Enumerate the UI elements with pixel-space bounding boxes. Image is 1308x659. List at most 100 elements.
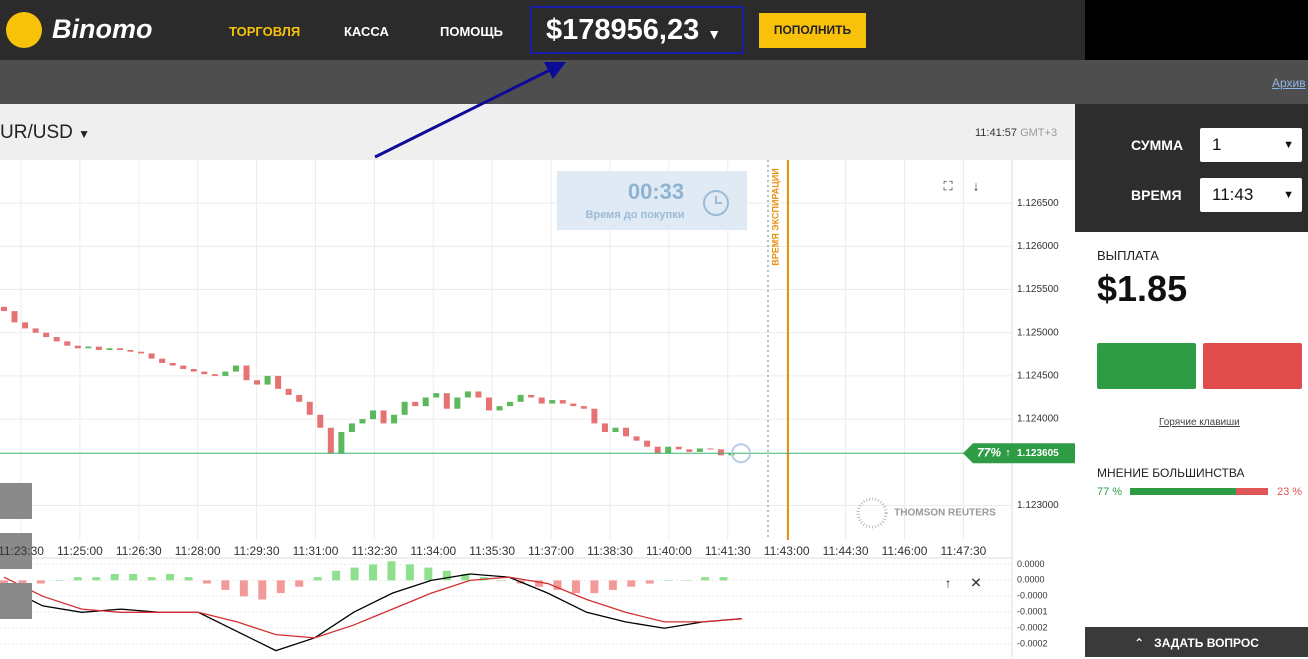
candle (243, 365, 250, 381)
x-tick-label: 11:32:30 (351, 544, 397, 558)
candle (570, 403, 577, 407)
tool-button[interactable] (0, 583, 32, 619)
candle (380, 410, 387, 424)
candle (211, 374, 218, 376)
candle (359, 419, 366, 424)
x-tick-label: 11:37:00 (528, 544, 574, 558)
toolbar (0, 60, 1308, 104)
macd-histogram-bar (719, 577, 728, 581)
majority-down-label: 23 % (1277, 486, 1303, 498)
balance-value: $178956,23 (546, 14, 700, 46)
marks: 77% ↑ 1.123605 (0, 306, 1075, 652)
chart-header (0, 104, 1075, 160)
macd-histogram-bar (239, 580, 248, 597)
candle (11, 311, 18, 323)
clock: 11:41:57 GMT+3 (975, 127, 1057, 139)
candle (64, 341, 71, 346)
macd-histogram-bar (129, 573, 138, 581)
macd-tick-label: 0.0000 (1017, 559, 1045, 569)
macd-histogram-bar (332, 570, 341, 581)
candle (633, 436, 640, 441)
majority-up-label: 77 % (1097, 486, 1123, 498)
x-tick-label: 11:34:00 (410, 544, 456, 558)
dropdown-caret: ▼ (1283, 139, 1294, 151)
macd-histogram-bar (442, 570, 451, 581)
macd-histogram-bar (147, 577, 156, 581)
candle (254, 380, 261, 385)
candle (707, 448, 714, 450)
tool-button[interactable] (0, 533, 32, 569)
candle (580, 406, 587, 409)
candle (106, 348, 113, 350)
timer-icon (703, 190, 729, 216)
candle (370, 410, 376, 420)
macd-histogram-bar (295, 580, 304, 587)
x-tick-label: 11:23:30 (0, 544, 44, 558)
candle (285, 388, 292, 395)
macd-histogram-bar (350, 567, 359, 581)
candle (317, 414, 324, 428)
macd-histogram-bar (55, 580, 64, 581)
chart-bg (0, 160, 1075, 657)
logo[interactable]: Binomo (52, 14, 153, 44)
macd-tick-label: -0.0000 (1017, 591, 1048, 601)
candle (296, 394, 303, 402)
macd-histogram-bar (608, 580, 617, 590)
candle (696, 448, 703, 452)
time-select[interactable]: 11:43 ▼ (1200, 178, 1302, 212)
amount-select[interactable]: 1 ▼ (1200, 128, 1302, 162)
balance[interactable]: $178956,23 ▼ (530, 6, 744, 54)
price-tag-percent: 77% (977, 445, 1001, 459)
macd-histogram-bar (387, 561, 396, 581)
price-tag (963, 443, 1075, 464)
panel-up-icon[interactable]: ↑ (945, 575, 952, 590)
x-tick-label: 11:40:00 (646, 544, 692, 558)
macd-line (3, 573, 743, 652)
call-button[interactable] (1097, 343, 1196, 389)
amount-label: СУММА (1131, 137, 1184, 153)
candle (327, 427, 334, 454)
clock-timezone: GMT+3 (1020, 127, 1058, 139)
candle (675, 446, 682, 450)
dropdown-caret: ▼ (78, 127, 91, 141)
x-tick-label: 11:28:00 (175, 544, 221, 558)
nav-link[interactable]: ПОМОЩЬ (440, 24, 503, 39)
watermark: THOMSON REUTERS (894, 508, 996, 519)
panel-close-icon[interactable]: ✕ (970, 575, 982, 591)
candle (169, 362, 176, 366)
nav-link[interactable]: ТОРГОВЛЯ (229, 24, 301, 39)
macd-histogram-bar (110, 573, 119, 581)
candle (138, 351, 145, 354)
nav-link[interactable]: КАССА (344, 24, 389, 39)
asset-selector[interactable]: UR/USD ▼ (0, 122, 90, 144)
fullscreen-icon[interactable]: ⛶ (942, 178, 953, 193)
x-tick-label: 11:46:00 (882, 544, 928, 558)
candle (591, 408, 598, 424)
x-tick-label: 11:26:30 (116, 544, 162, 558)
macd-histogram-bar (276, 580, 285, 594)
timer-value: 00:33 (628, 179, 684, 204)
macd-histogram-bar (571, 580, 580, 594)
macd-histogram-bar (553, 580, 562, 590)
candle (127, 350, 134, 352)
archive-link[interactable]: Архив (1272, 76, 1306, 90)
macd-tick-label: -0.0001 (1017, 607, 1048, 617)
deposit-button[interactable]: ПОПОЛНИТЬ (759, 13, 866, 48)
dropdown-caret: ▼ (707, 26, 722, 42)
candle (22, 322, 29, 329)
scroll-icon[interactable]: ↓ (973, 178, 980, 193)
put-button[interactable] (1203, 343, 1302, 389)
candle (644, 440, 651, 447)
price-tag-value: 1.123605 (1017, 448, 1059, 459)
candle (348, 423, 355, 433)
candle (32, 328, 39, 333)
candle (180, 365, 187, 369)
macd-histogram-bar (18, 580, 27, 584)
candle (654, 446, 661, 454)
ask-button[interactable]: ⌃ ЗАДАТЬ ВОПРОС (1085, 627, 1308, 657)
hotkeys-link[interactable]: Горячие клавиши (1159, 417, 1240, 428)
candle (201, 371, 208, 375)
tool-button[interactable] (0, 483, 32, 519)
expiration-label: ВРЕМЯ ЭКСПИРАЦИИ (770, 168, 780, 265)
x-tick-label: 11:44:30 (823, 544, 869, 558)
